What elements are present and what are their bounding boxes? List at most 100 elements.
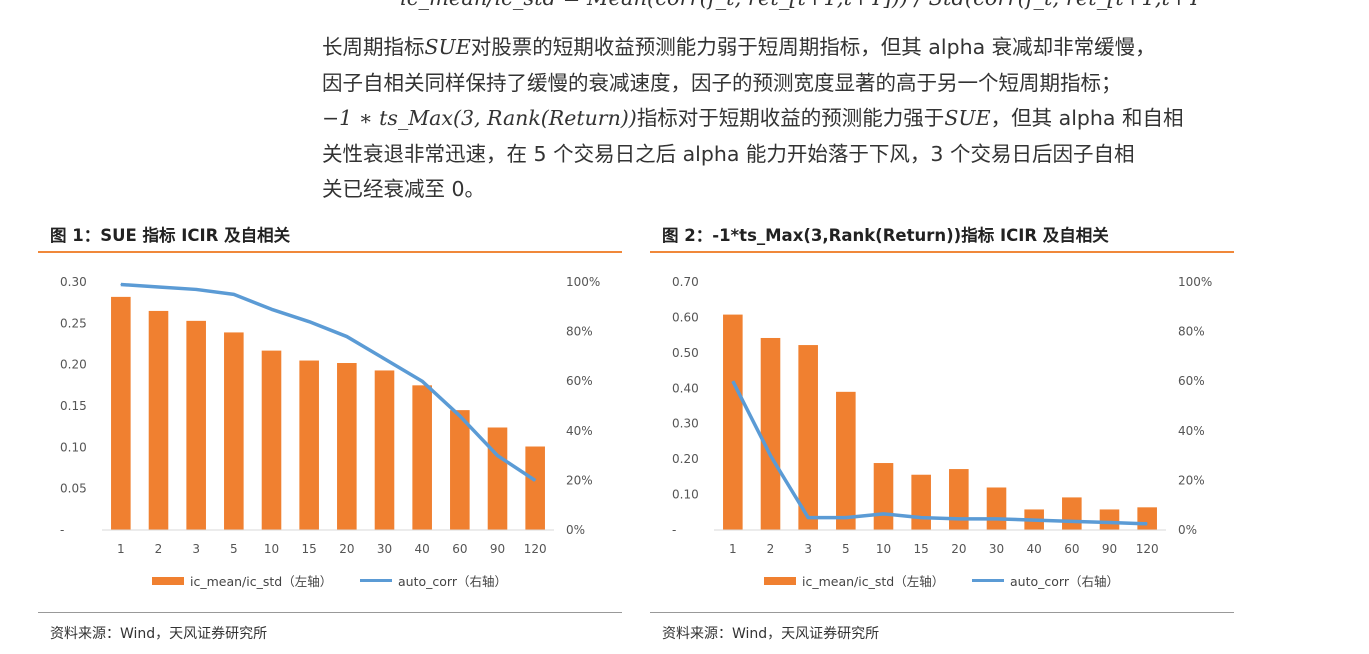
legend-line-label: auto_corr（右轴） [1010, 574, 1119, 589]
figure-2: 图 2：-1*ts_Max(3,Rank(Return))指标 ICIR 及自相… [650, 215, 1234, 647]
paragraph-line-5: 关已经衰减至 0。 [322, 177, 486, 201]
line-point [271, 308, 272, 310]
bar [186, 320, 206, 530]
y-left-tick-label: 0.25 [60, 316, 87, 330]
y-right-tick-label: 40% [566, 424, 593, 438]
line-point [845, 517, 847, 519]
y-right-tick-label: 0% [1178, 523, 1197, 537]
y-left-tick-label: 0.10 [60, 440, 87, 454]
bar [374, 370, 395, 530]
line-point [346, 336, 348, 338]
y-right-tick-label: 20% [566, 473, 593, 487]
bar [525, 446, 545, 530]
bar [949, 469, 969, 530]
line-point [732, 380, 734, 382]
bar [148, 310, 169, 530]
text-run: 对股票的短期收益预测能力弱于短周期指标，但其 alpha 衰减却非常缓慢， [470, 35, 1156, 59]
title-rule [650, 251, 1234, 253]
source-rule [38, 612, 622, 613]
legend-bar-entry: ic_mean/ic_std（左轴） [764, 571, 944, 590]
body-paragraph: 长周期指标 SUE 对股票的短期收益预测能力弱于短周期指标，但其 alpha 衰减却… [322, 30, 1282, 208]
bar [1062, 497, 1082, 530]
text-run: ，但其 alpha 和自相 [990, 106, 1184, 130]
y-right-tick-label: 60% [566, 374, 593, 388]
y-right-tick-label: 80% [1178, 325, 1205, 339]
line-point [1109, 522, 1110, 524]
x-tick-label: 120 [1136, 542, 1159, 556]
x-tick-label: 30 [989, 542, 1004, 556]
x-tick-label: 15 [914, 542, 929, 556]
y-right-tick-label: 60% [1178, 374, 1205, 388]
y-left-tick-label: 0.05 [60, 482, 87, 496]
line-point [883, 513, 884, 515]
bar [873, 463, 894, 530]
line-point [1033, 519, 1035, 521]
bar [723, 314, 743, 530]
line-point [770, 455, 771, 457]
y-left-tick-label: 0.20 [60, 358, 87, 372]
y-left-tick-label: 0.15 [60, 399, 87, 413]
x-tick-label: 20 [339, 542, 354, 556]
y-left-tick-label: 0.20 [672, 452, 699, 466]
legend-line-entry: auto_corr（右轴） [972, 571, 1119, 590]
source-rule [650, 612, 1234, 613]
line-point [920, 517, 922, 519]
legend-bar-swatch [152, 576, 184, 585]
line-point [1071, 520, 1073, 522]
x-tick-label: 30 [377, 542, 392, 556]
bar [337, 363, 357, 530]
math-ts-max: −1 ∗ ts_Max(3, Rank(Return)) [322, 106, 637, 130]
line-point [233, 293, 235, 295]
x-tick-label: 3 [192, 542, 200, 556]
figure-1: 图 1：SUE 指标 ICIR 及自相关 - 0.05 0.10 0.15 0.20 0.… [38, 215, 622, 647]
bar [412, 385, 432, 530]
x-tick-label: 40 [415, 542, 430, 556]
bar [1137, 507, 1157, 530]
legend-line-entry: auto_corr（右轴） [360, 571, 507, 590]
x-tick-label: 60 [1064, 542, 1079, 556]
y-left-tick-label: 0.10 [672, 488, 699, 502]
figure-title: 图 2：-1*ts_Max(3,Rank(Return))指标 ICIR 及自相… [662, 226, 1109, 245]
bar [224, 332, 244, 530]
bar [261, 350, 282, 530]
x-tick-label: 90 [490, 542, 505, 556]
line-point [996, 518, 997, 520]
y-left-tick-label: 0.50 [672, 346, 699, 360]
legend-line-swatch [360, 579, 392, 582]
line-point [308, 321, 310, 323]
bar [986, 487, 1007, 530]
line-point [958, 518, 960, 520]
line-point [421, 380, 423, 382]
paragraph-line-2: 因子自相关同样保持了缓慢的衰减速度，因子的预测宽度显著的高于另一个短周期指标； [322, 70, 1122, 95]
y-right-tick-label: 100% [566, 275, 600, 289]
line-point [459, 415, 461, 417]
line-point [384, 358, 385, 360]
line-point [534, 479, 536, 481]
text-run: 指标对于短期收益的预测能力强于 [636, 106, 945, 130]
x-tick-label: 60 [452, 542, 467, 556]
figure-source: 资料来源：Wind，天风证券研究所 [662, 626, 880, 642]
bar [911, 474, 931, 530]
y-left-tick-label: - [672, 523, 676, 537]
y-right-tick-label: 40% [1178, 424, 1205, 438]
x-tick-label: 5 [842, 542, 850, 556]
bar [760, 337, 781, 530]
paragraph-line-4: 关性衰退非常迅速，在 5 个交易日之后 alpha 能力开始落于下风，3 个交易… [322, 141, 1135, 166]
x-tick-label: 15 [302, 542, 317, 556]
x-tick-label: 1 [729, 542, 737, 556]
x-tick-label: 3 [804, 542, 812, 556]
paragraph-line-3: −1 ∗ ts_Max(3, Rank(Return))指标对于短期收益的预测能… [322, 101, 1282, 137]
x-tick-label: 1 [117, 542, 125, 556]
x-tick-label: 90 [1102, 542, 1117, 556]
legend-bar-label: ic_mean/ic_std（左轴） [190, 574, 333, 589]
legend-line-swatch [972, 579, 1004, 582]
figure-title: 图 1：SUE 指标 ICIR 及自相关 [50, 226, 291, 245]
y-left-tick-label: 0.30 [672, 417, 699, 431]
x-tick-label: 10 [264, 542, 279, 556]
paragraph-line-1: 长周期指标SUE对股票的短期收益预测能力弱于短周期指标，但其 alpha 衰减却… [322, 30, 1282, 66]
y-left-tick-label: 0.60 [672, 310, 699, 324]
math-sue: SUE [944, 106, 991, 130]
line-point [807, 517, 809, 519]
bar [487, 427, 508, 530]
text-run: 长周期指标 [322, 35, 425, 59]
